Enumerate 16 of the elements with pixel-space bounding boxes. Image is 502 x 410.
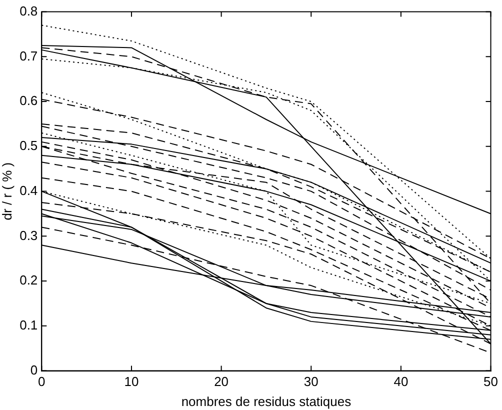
y-axis-title: dr / r ( % )	[0, 162, 14, 220]
x-tick-label: 30	[304, 374, 318, 390]
x-tick-label: 20	[214, 374, 229, 390]
y-tick-label: 0.4	[20, 182, 38, 198]
x-tick-label: 50	[484, 374, 498, 390]
x-axis-title: nombres de residus statiques	[181, 394, 352, 409]
y-tick-label: 0.8	[20, 3, 38, 18]
x-tick-label: 10	[124, 374, 139, 390]
y-tick-label: 0.5	[20, 138, 38, 154]
y-tick-label: 0.2	[20, 272, 38, 288]
y-tick-label: 0.3	[20, 228, 38, 243]
x-tick-label: 40	[394, 374, 408, 390]
y-tick-label: 0.7	[20, 48, 38, 64]
y-tick-label: 0.1	[20, 318, 38, 333]
y-tick-label: 0.6	[20, 93, 38, 108]
y-tick-label: 0	[30, 362, 38, 378]
